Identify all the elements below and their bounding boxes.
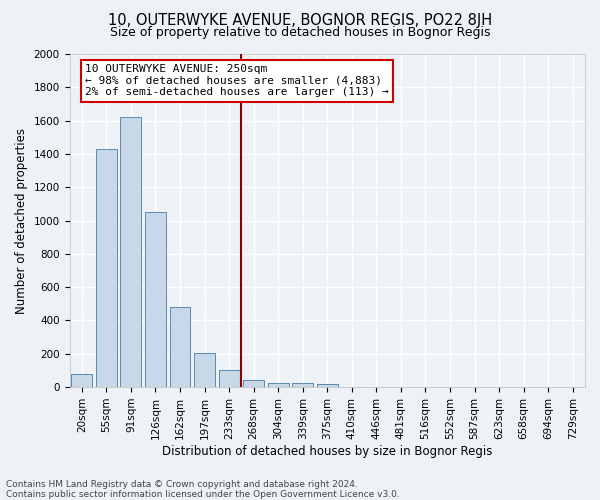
Bar [194, 353, 215, 387]
Bar [96, 149, 117, 387]
Y-axis label: Number of detached properties: Number of detached properties [15, 128, 28, 314]
Text: 10 OUTERWYKE AVENUE: 250sqm
← 98% of detached houses are smaller (4,883)
2% of s: 10 OUTERWYKE AVENUE: 250sqm ← 98% of det… [85, 64, 389, 97]
Bar [71, 374, 92, 387]
Bar [218, 370, 239, 387]
X-axis label: Distribution of detached houses by size in Bognor Regis: Distribution of detached houses by size … [162, 444, 493, 458]
Bar [145, 212, 166, 387]
Bar [268, 382, 289, 387]
Bar [292, 384, 313, 387]
Bar [317, 384, 338, 387]
Text: Contains HM Land Registry data © Crown copyright and database right 2024.
Contai: Contains HM Land Registry data © Crown c… [6, 480, 400, 499]
Text: Size of property relative to detached houses in Bognor Regis: Size of property relative to detached ho… [110, 26, 490, 39]
Bar [170, 307, 190, 387]
Bar [243, 380, 264, 387]
Text: 10, OUTERWYKE AVENUE, BOGNOR REGIS, PO22 8JH: 10, OUTERWYKE AVENUE, BOGNOR REGIS, PO22… [108, 12, 492, 28]
Bar [121, 118, 142, 387]
